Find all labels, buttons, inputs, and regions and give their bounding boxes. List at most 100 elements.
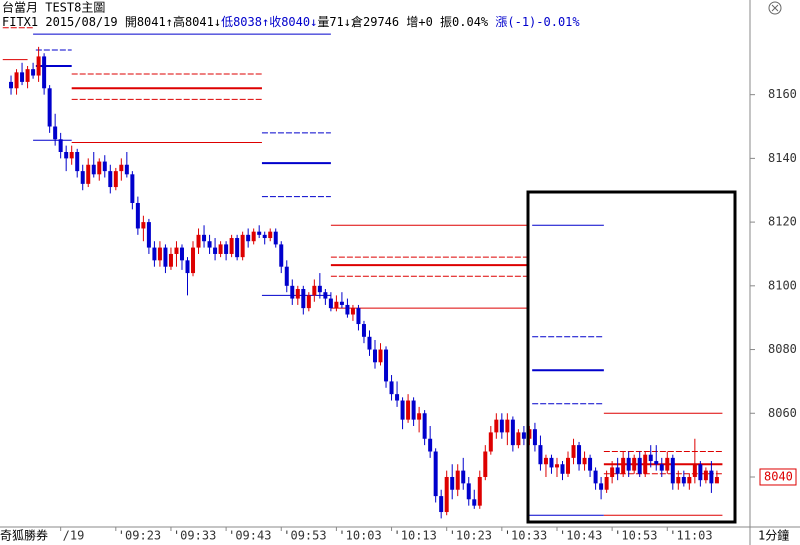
candle-body bbox=[588, 457, 593, 471]
candle-body bbox=[389, 381, 394, 395]
candle-body bbox=[532, 429, 537, 446]
y-tick-label: 8060 bbox=[768, 406, 797, 420]
x-tick-label: '10:03 bbox=[338, 529, 381, 543]
candle-body bbox=[152, 247, 157, 261]
candle-body bbox=[450, 476, 455, 490]
candle-body bbox=[235, 238, 240, 258]
candle-body bbox=[378, 349, 383, 363]
candle-body bbox=[86, 164, 91, 184]
candle-body bbox=[168, 253, 173, 267]
quote-segment: 量71↓倉29746 增+0 振0.04% bbox=[317, 14, 495, 29]
candle-body bbox=[494, 419, 499, 433]
y-tick-label: 8080 bbox=[768, 342, 797, 356]
candle-body bbox=[577, 445, 582, 465]
candle-body bbox=[108, 171, 113, 188]
candle-body bbox=[637, 457, 642, 474]
candle-body bbox=[698, 464, 703, 481]
candle-body bbox=[505, 419, 510, 433]
candle-body bbox=[488, 432, 493, 452]
x-tick-label: '09:23 bbox=[118, 529, 161, 543]
candle-body bbox=[439, 496, 444, 513]
candle-body bbox=[64, 152, 69, 159]
quote-line: FITX1 2015/08/19 開8041↑高8041↓低8038↑收8040… bbox=[2, 14, 580, 29]
y-tick-label: 8120 bbox=[768, 215, 797, 229]
candle-body bbox=[566, 457, 571, 474]
candle-body bbox=[196, 234, 201, 248]
candle-body bbox=[174, 247, 179, 254]
candle-body bbox=[472, 499, 477, 506]
candle-body bbox=[229, 238, 234, 254]
candle-body bbox=[621, 457, 626, 474]
candle-body bbox=[42, 56, 47, 89]
candle-body bbox=[510, 419, 515, 446]
candle-body bbox=[610, 467, 615, 477]
quote-segment: 低8038↑收8040↓ bbox=[221, 15, 317, 29]
candle-body bbox=[251, 231, 256, 242]
x-tick-label: '10:33 bbox=[504, 529, 547, 543]
close-icon[interactable] bbox=[768, 1, 782, 15]
interval-label[interactable]: 1分鐘 bbox=[758, 528, 789, 543]
candle-body bbox=[466, 483, 471, 500]
candle-body bbox=[146, 222, 151, 248]
candle-body bbox=[361, 324, 366, 337]
candle-body bbox=[648, 454, 653, 462]
candle-body bbox=[643, 454, 648, 474]
candle-body bbox=[339, 301, 344, 305]
candle-body bbox=[350, 308, 355, 315]
watermark: 奇狐勝券 bbox=[0, 528, 48, 543]
candle-body bbox=[483, 451, 488, 477]
quote-segment: FITX1 2015/08/19 開8041↑高8041↓ bbox=[2, 14, 221, 29]
candle-body bbox=[714, 476, 719, 484]
candle-body bbox=[301, 289, 306, 309]
x-tick-label: '10:23 bbox=[449, 529, 492, 543]
candle-body bbox=[665, 457, 670, 471]
candle-body bbox=[599, 483, 604, 490]
x-tick-label: '09:33 bbox=[173, 529, 216, 543]
candle-body bbox=[692, 464, 697, 477]
candle-body bbox=[626, 457, 631, 471]
candle-body bbox=[395, 394, 400, 401]
x-tick-label: /19 bbox=[63, 529, 85, 543]
candle-body bbox=[218, 244, 223, 254]
candle-body bbox=[80, 171, 85, 184]
candle-body bbox=[323, 292, 328, 299]
candle-body bbox=[428, 438, 433, 452]
quote-segment: 漲(-1)-0.01% bbox=[495, 15, 580, 29]
candle-body bbox=[58, 139, 63, 153]
close-button[interactable] bbox=[768, 1, 782, 15]
candle-body bbox=[373, 349, 377, 363]
x-tick-label: '11:03 bbox=[669, 529, 712, 543]
candle-body bbox=[411, 400, 416, 420]
candle-body bbox=[53, 126, 58, 140]
candle-body bbox=[356, 308, 361, 325]
candle-body bbox=[163, 247, 168, 267]
candle-body bbox=[141, 222, 146, 229]
candle-body bbox=[130, 174, 135, 203]
x-tick-label: '09:43 bbox=[228, 529, 271, 543]
candle-body bbox=[75, 152, 80, 172]
candle-body bbox=[328, 298, 333, 309]
candle-body bbox=[687, 476, 692, 484]
candle-body bbox=[69, 152, 74, 159]
candle-body bbox=[543, 457, 548, 465]
candle-body bbox=[632, 457, 637, 471]
candle-body bbox=[406, 400, 411, 420]
candle-body bbox=[36, 56, 41, 76]
candle-body bbox=[246, 234, 251, 242]
candle-body bbox=[202, 234, 207, 242]
candle-body bbox=[345, 304, 350, 315]
candle-body bbox=[14, 72, 19, 89]
candle-body bbox=[499, 419, 504, 433]
candle-body bbox=[400, 400, 405, 420]
candle-body bbox=[654, 461, 659, 465]
close-icon-x[interactable] bbox=[771, 4, 779, 12]
candle-body bbox=[659, 464, 664, 471]
candle-body bbox=[433, 451, 438, 497]
x-tick-label: '09:53 bbox=[283, 529, 326, 543]
candle-body bbox=[284, 266, 289, 286]
candle-body bbox=[31, 69, 36, 76]
x-tick-label: '10:13 bbox=[394, 529, 437, 543]
candle-body bbox=[670, 457, 675, 484]
